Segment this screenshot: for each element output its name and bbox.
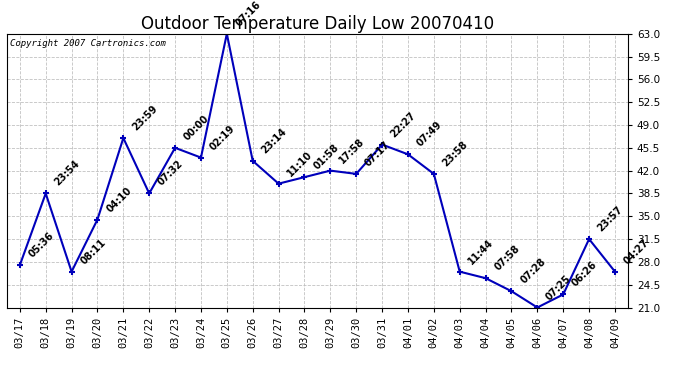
Text: 17:58: 17:58: [337, 136, 366, 165]
Text: 07:16: 07:16: [234, 0, 263, 28]
Text: Copyright 2007 Cartronics.com: Copyright 2007 Cartronics.com: [10, 39, 166, 48]
Text: 04:10: 04:10: [104, 185, 133, 214]
Text: Outdoor Temperature Daily Low 20070410: Outdoor Temperature Daily Low 20070410: [141, 15, 494, 33]
Text: 07:25: 07:25: [544, 273, 573, 302]
Text: 05:36: 05:36: [27, 231, 56, 260]
Text: 07:49: 07:49: [415, 120, 444, 149]
Text: 04:27: 04:27: [622, 237, 651, 266]
Text: 22:27: 22:27: [389, 110, 418, 139]
Text: 23:54: 23:54: [52, 159, 81, 188]
Text: 02:19: 02:19: [208, 123, 237, 152]
Text: 07:58: 07:58: [493, 243, 522, 273]
Text: 07:17: 07:17: [363, 140, 392, 168]
Text: 11:10: 11:10: [286, 149, 315, 178]
Text: 07:28: 07:28: [518, 256, 547, 286]
Text: 23:57: 23:57: [596, 204, 625, 234]
Text: 23:58: 23:58: [441, 139, 470, 168]
Text: 07:32: 07:32: [156, 159, 185, 188]
Text: 11:44: 11:44: [466, 237, 495, 266]
Text: 01:58: 01:58: [311, 142, 340, 172]
Text: 23:59: 23:59: [130, 104, 159, 132]
Text: 00:00: 00:00: [182, 113, 211, 142]
Text: 23:14: 23:14: [259, 126, 288, 155]
Text: 06:26: 06:26: [570, 260, 599, 289]
Text: 08:11: 08:11: [79, 237, 108, 266]
